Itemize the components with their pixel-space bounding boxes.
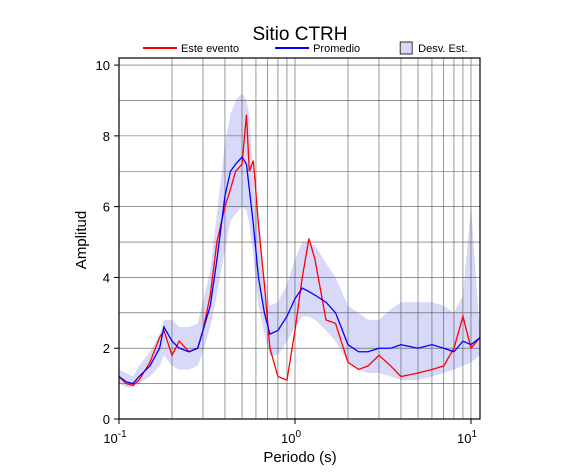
series-line (118, 114, 481, 387)
x-tick-base: 10 (457, 431, 471, 446)
x-tick-label: 100 (281, 429, 301, 446)
x-tick-exponent: 1 (471, 429, 477, 440)
plot-frame (118, 57, 481, 420)
x-tick-exponent: -1 (118, 429, 127, 440)
series-line (118, 156, 481, 385)
y-axis-label: Amplitud (73, 211, 90, 269)
legend-label: Este evento (181, 43, 239, 55)
x-axis-label: Periodo (s) (263, 449, 336, 466)
y-tick-label: 8 (103, 129, 110, 144)
y-tick-label: 6 (103, 200, 110, 215)
std-band (119, 93, 480, 388)
x-tick-base: 10 (103, 431, 117, 446)
y-tick-label: 4 (103, 270, 110, 285)
legend-swatch (399, 41, 413, 55)
x-tick-label: 101 (457, 429, 477, 446)
legend-label: Desv. Est. (418, 43, 467, 55)
y-tick-label: 0 (103, 412, 110, 427)
legend-label: Promedio (313, 43, 360, 55)
x-tick-base: 10 (281, 431, 295, 446)
x-tick-label: 10-1 (103, 429, 127, 446)
x-tick-exponent: 0 (295, 429, 301, 440)
y-tick-label: 10 (96, 58, 110, 73)
chart-title: Sitio CTRH (252, 24, 347, 45)
y-tick-label: 2 (103, 341, 110, 356)
